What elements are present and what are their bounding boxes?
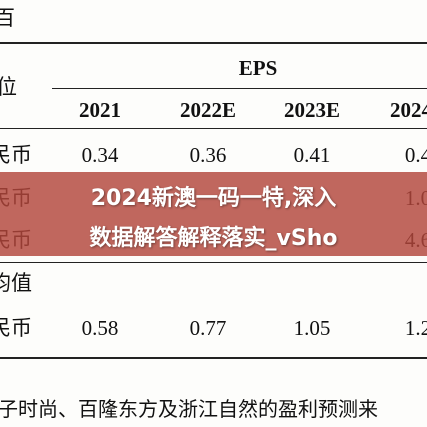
cell: 0.4 [404,143,427,167]
row-label: 民币 [0,316,32,340]
banner: 2024新澳一码一特,深入 数据解答解释落实_vSho [0,172,427,256]
cell: 1.2 [404,316,427,340]
banner-text: 数据解答解释落实_vSho [89,226,338,251]
rule [52,88,427,89]
cell: 0.77 [189,316,227,340]
column-header: 2022E [179,98,237,122]
cell: 0.34 [81,143,119,167]
cell: 1.05 [293,316,331,340]
column-header: 2021 [79,98,121,122]
column-header: 2024E [389,98,427,122]
column-header: 2023E [283,98,341,122]
rule [0,262,427,263]
rule [0,128,427,129]
group-header: EPS [238,56,278,80]
header-left: 位 [0,75,17,99]
row-label: 民币 [0,143,32,167]
cell: 0.36 [189,143,227,167]
row-label: 均值 [0,271,32,295]
cell: 0.58 [81,316,119,340]
cell: 0.41 [293,143,331,167]
rule [0,357,427,359]
footnote: 子时尚、百隆东方及浙江自然的盈利预测来 [0,399,378,421]
corner-text: 百 [0,6,15,30]
rule [0,42,427,44]
banner-text: 2024新澳一码一特,深入 [90,186,337,211]
